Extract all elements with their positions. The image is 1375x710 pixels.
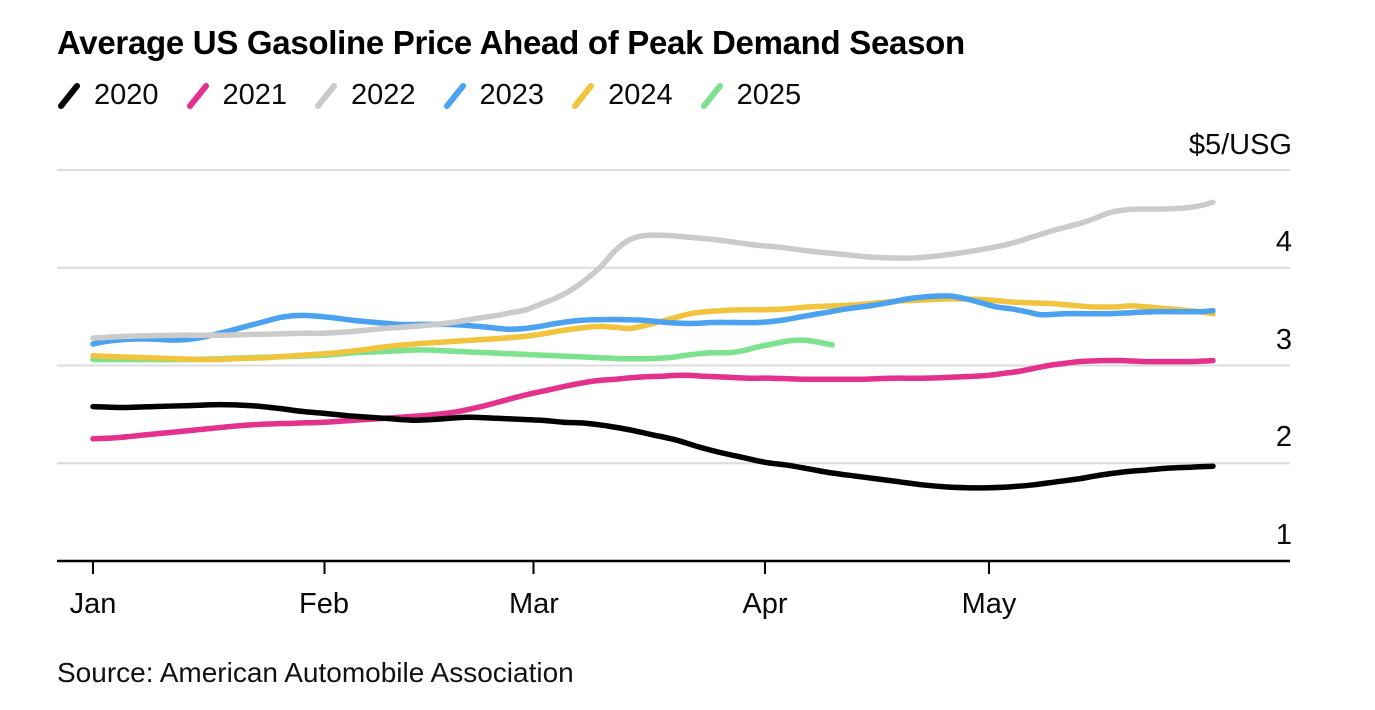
source-attribution: Source: American Automobile Association	[57, 657, 574, 688]
legend-item-2020: 2020	[57, 81, 159, 110]
series-line-2020	[90, 401, 1216, 491]
x-axis-label-May: May	[961, 588, 1017, 620]
legend-slash-icon-2021	[186, 82, 209, 109]
y-axis-unit-label: $5/USG	[1188, 129, 1292, 161]
x-axis-label-Feb: Feb	[299, 588, 349, 620]
series-line-2021	[90, 357, 1216, 442]
series-line-2022	[90, 199, 1216, 341]
legend-label-2020: 2020	[94, 79, 159, 111]
legend-label-2024: 2024	[608, 79, 673, 111]
legend-label-2025: 2025	[736, 79, 802, 111]
series-line-2023	[90, 293, 1216, 347]
chart-legend: 2020 2021 2022 2023 2024 2025	[57, 81, 801, 110]
legend-item-2023: 2023	[443, 79, 545, 111]
legend-label-2023: 2023	[479, 79, 545, 111]
legend-slash-icon-2024	[572, 82, 595, 109]
legend-item-2024: 2024	[571, 81, 673, 110]
x-axis-label-Jan: Jan	[69, 588, 117, 620]
y-axis-label-1: 1	[1275, 519, 1292, 551]
legend-label-2022: 2022	[351, 79, 416, 111]
legend-slash-icon-2025	[700, 82, 723, 109]
legend-item-2022: 2022	[314, 81, 416, 110]
legend-label-2021: 2021	[222, 79, 288, 111]
y-axis-label-2: 2	[1275, 421, 1292, 453]
legend-item-2021: 2021	[186, 79, 288, 111]
x-axis-label-Mar: Mar	[509, 588, 559, 620]
legend-slash-icon-2022	[315, 82, 338, 109]
y-axis-label-4: 4	[1275, 226, 1292, 258]
page-title: Average US Gasoline Price Ahead of Peak …	[57, 24, 965, 61]
legend-item-2025: 2025	[700, 79, 802, 111]
legend-slash-icon-2020	[58, 82, 80, 109]
y-axis-label-3: 3	[1275, 324, 1292, 356]
series-line-2024	[90, 296, 1216, 363]
legend-slash-icon-2023	[443, 82, 466, 109]
x-axis-label-Apr: Apr	[742, 588, 788, 620]
